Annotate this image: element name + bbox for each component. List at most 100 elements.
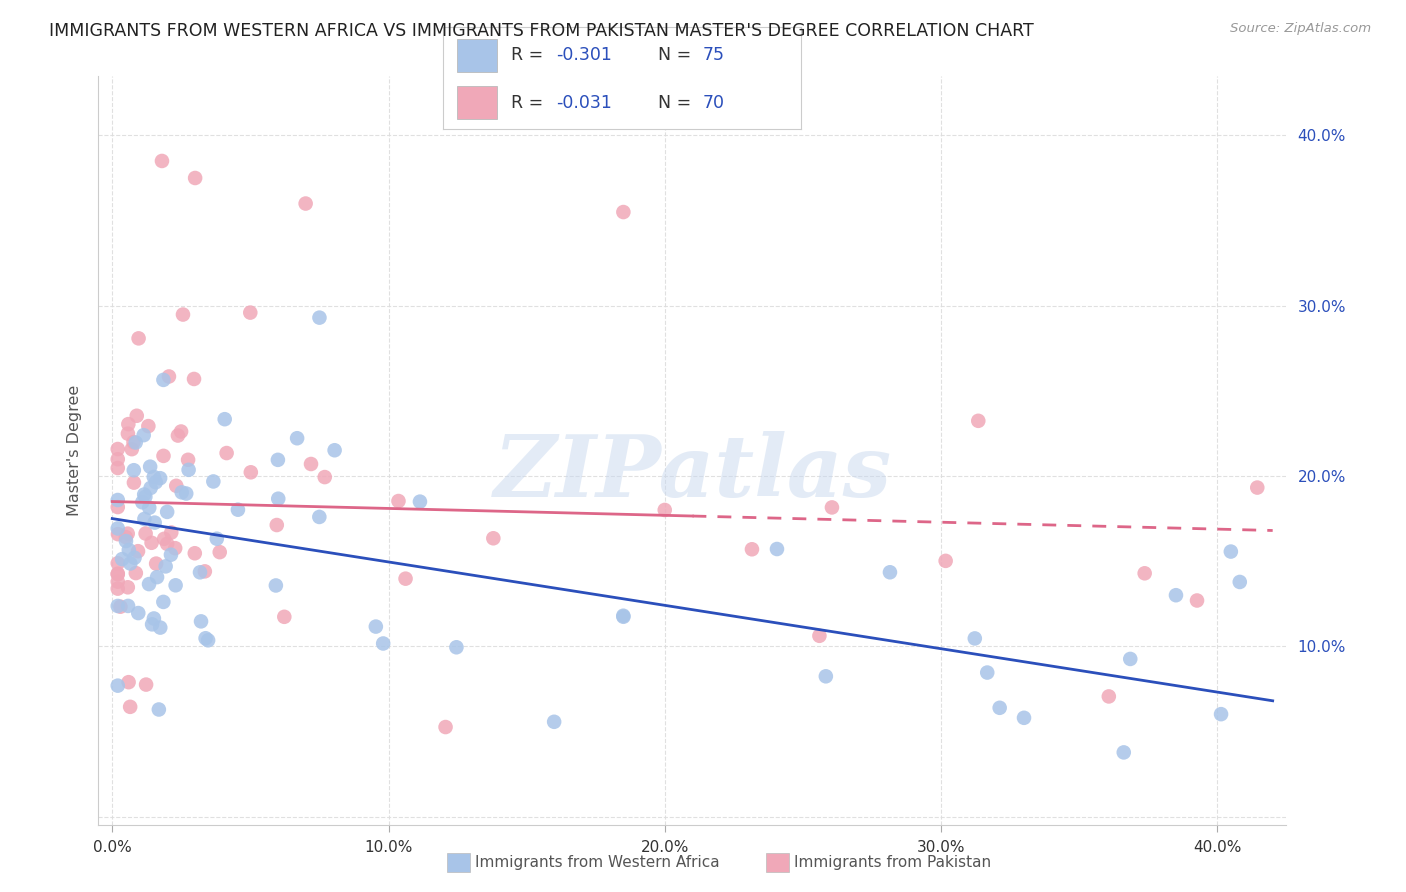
Point: [197, 633, 219, 648]
Point: [160, 548, 183, 562]
Point: [107, 442, 129, 456]
Point: [148, 702, 170, 716]
Point: [1209, 707, 1232, 722]
Point: [188, 566, 211, 580]
Point: [172, 308, 194, 322]
Text: ZIPatlas: ZIPatlas: [494, 431, 891, 515]
Point: [308, 310, 330, 325]
Point: [117, 675, 139, 690]
Point: [814, 669, 837, 683]
Point: [117, 580, 139, 594]
Point: [1133, 566, 1156, 581]
FancyBboxPatch shape: [457, 87, 496, 119]
Point: [124, 550, 146, 565]
Point: [135, 526, 157, 541]
Text: N =: N =: [658, 46, 697, 64]
Point: [107, 500, 129, 514]
Point: [446, 640, 468, 655]
Point: [1164, 588, 1187, 602]
Point: [214, 412, 236, 426]
Point: [125, 435, 148, 450]
Text: Source: ZipAtlas.com: Source: ZipAtlas.com: [1230, 22, 1371, 36]
Point: [165, 479, 187, 493]
Point: [146, 570, 169, 584]
Point: [107, 461, 129, 475]
Point: [160, 525, 183, 540]
Point: [152, 373, 174, 387]
Text: -0.031: -0.031: [555, 94, 612, 112]
Point: [202, 475, 225, 489]
Point: [134, 487, 156, 501]
Point: [127, 606, 149, 620]
Point: [107, 566, 129, 581]
Point: [142, 611, 165, 625]
Point: [184, 171, 207, 186]
Point: [612, 609, 634, 624]
Point: [543, 714, 565, 729]
Point: [134, 490, 156, 504]
Text: Immigrants from Pakistan: Immigrants from Pakistan: [794, 855, 991, 870]
Point: [125, 409, 148, 423]
Text: IMMIGRANTS FROM WESTERN AFRICA VS IMMIGRANTS FROM PAKISTAN MASTER'S DEGREE CORRE: IMMIGRANTS FROM WESTERN AFRICA VS IMMIGR…: [49, 22, 1033, 40]
Point: [373, 636, 395, 650]
Point: [226, 502, 249, 516]
Point: [215, 446, 238, 460]
Text: Immigrants from Western Africa: Immigrants from Western Africa: [475, 855, 720, 870]
Point: [114, 530, 136, 544]
Point: [1229, 574, 1251, 589]
Point: [167, 428, 190, 442]
Point: [111, 552, 134, 566]
Text: N =: N =: [658, 94, 697, 112]
Point: [1112, 745, 1135, 759]
Point: [482, 531, 505, 545]
Point: [879, 566, 901, 580]
Point: [612, 205, 634, 219]
Point: [134, 512, 156, 526]
Point: [139, 459, 162, 474]
FancyBboxPatch shape: [457, 39, 496, 72]
Point: [612, 608, 634, 623]
Point: [976, 665, 998, 680]
Point: [155, 559, 177, 574]
Point: [131, 495, 153, 509]
Point: [170, 425, 193, 439]
Point: [308, 510, 330, 524]
Point: [267, 453, 290, 467]
Point: [205, 532, 228, 546]
Point: [1119, 652, 1142, 666]
Point: [177, 463, 200, 477]
Point: [808, 629, 831, 643]
Point: [107, 527, 129, 541]
Text: R =: R =: [510, 46, 548, 64]
Point: [142, 470, 165, 484]
Point: [194, 565, 217, 579]
Point: [118, 543, 141, 558]
Point: [152, 595, 174, 609]
Point: [294, 196, 316, 211]
Text: -0.301: -0.301: [555, 46, 612, 64]
Point: [208, 545, 231, 559]
Point: [138, 419, 160, 434]
Point: [120, 699, 142, 714]
Point: [266, 518, 288, 533]
Point: [194, 632, 217, 646]
Point: [409, 494, 432, 508]
Point: [183, 372, 205, 386]
Point: [149, 471, 172, 485]
Point: [1012, 711, 1035, 725]
Point: [170, 485, 193, 500]
Point: [741, 542, 763, 557]
Point: [115, 534, 138, 549]
Point: [239, 305, 262, 319]
Point: [122, 475, 145, 490]
Point: [128, 331, 150, 345]
Point: [107, 452, 129, 467]
Point: [107, 679, 129, 693]
Point: [121, 442, 143, 457]
Point: [967, 414, 990, 428]
Point: [1098, 690, 1121, 704]
Point: [122, 435, 145, 450]
Point: [132, 428, 155, 442]
Y-axis label: Master's Degree: Master's Degree: [66, 384, 82, 516]
Point: [110, 599, 132, 614]
